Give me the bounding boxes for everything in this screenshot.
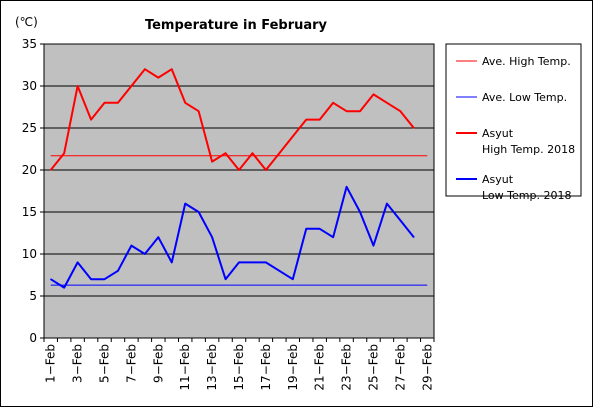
data-point	[238, 169, 240, 171]
x-tick-label: 9−Feb	[151, 344, 165, 383]
y-tick-label: 10	[22, 247, 37, 261]
data-point	[238, 261, 240, 263]
data-point	[319, 228, 321, 230]
legend-label: Asyut	[482, 127, 514, 140]
data-point	[50, 169, 52, 171]
data-point	[265, 169, 267, 171]
chart-title: Temperature in February	[145, 18, 328, 33]
data-point	[278, 152, 280, 154]
data-point	[345, 110, 348, 112]
data-point	[359, 211, 361, 213]
data-point	[144, 68, 146, 70]
y-tick-label: 25	[22, 121, 37, 135]
data-point	[292, 278, 294, 280]
data-point	[77, 261, 79, 263]
series-line-2	[49, 68, 415, 171]
data-point	[77, 85, 79, 87]
x-tick-label: 7−Feb	[124, 344, 138, 383]
data-point	[171, 261, 173, 263]
data-point	[265, 261, 267, 263]
y-tick-label: 5	[29, 289, 37, 303]
data-point	[130, 85, 133, 87]
y-tick-label: 0	[29, 331, 37, 345]
data-point	[117, 270, 119, 272]
x-tick-label: 19−Feb	[286, 344, 300, 391]
data-point	[224, 152, 227, 154]
data-point	[224, 278, 227, 280]
data-point	[413, 236, 415, 238]
y-tick-label: 35	[22, 37, 37, 51]
data-point	[90, 119, 92, 121]
legend-label: Ave. Low Temp.	[482, 91, 567, 104]
plot-area: 0 5 10 15 20 25 30 35 1−Feb 3−Feb 5−Feb 7−Feb 9−Feb 1…	[22, 37, 435, 391]
data-point	[372, 93, 375, 95]
data-point	[50, 278, 52, 280]
data-point	[103, 278, 106, 280]
data-point	[413, 127, 415, 129]
y-unit-label: (℃)	[15, 15, 38, 29]
data-point	[103, 102, 106, 104]
data-point	[90, 278, 92, 280]
x-tick-label: 11−Feb	[178, 344, 192, 391]
data-point	[198, 211, 200, 213]
legend: Ave. High Temp. Ave. Low Temp. Asyut High T…	[445, 43, 582, 202]
x-tick-label: 29−Feb	[420, 344, 434, 391]
x-tick-label: 21−Feb	[313, 344, 327, 391]
data-point	[144, 253, 146, 255]
x-tick-label: 1−Feb	[44, 344, 58, 383]
y-tick-label: 30	[22, 79, 37, 93]
plot-background	[43, 43, 435, 339]
data-point	[372, 245, 375, 247]
data-point	[63, 287, 65, 289]
data-point	[157, 236, 159, 238]
y-tick-label: 20	[22, 163, 37, 177]
data-point	[386, 102, 388, 104]
data-point	[117, 102, 119, 104]
x-tick-label: 23−Feb	[340, 344, 354, 391]
data-point	[211, 161, 213, 163]
x-tick-label: 17−Feb	[259, 344, 273, 391]
data-point	[399, 110, 401, 112]
legend-label: Low Temp. 2018	[482, 189, 571, 202]
legend-label: Asyut	[482, 173, 514, 186]
data-point	[332, 102, 334, 104]
data-point	[345, 186, 348, 188]
x-tick-label: 25−Feb	[366, 344, 380, 391]
series-line-3	[50, 185, 415, 289]
data-point	[171, 68, 173, 70]
x-tick-label: 13−Feb	[205, 344, 219, 391]
data-point	[198, 110, 200, 112]
legend-label: High Temp. 2018	[482, 143, 575, 156]
y-tick-label: 15	[22, 205, 37, 219]
data-point	[305, 228, 307, 230]
data-point	[359, 110, 361, 112]
data-point	[184, 102, 186, 104]
x-tick-label: 5−Feb	[98, 344, 112, 383]
data-point	[332, 236, 334, 238]
data-point	[399, 219, 401, 221]
data-point	[251, 261, 254, 263]
data-point	[278, 270, 280, 272]
data-point	[305, 119, 307, 121]
legend-box	[445, 43, 582, 197]
data-point	[319, 119, 321, 121]
data-point	[184, 203, 186, 205]
data-point	[63, 152, 65, 154]
legend-label: Ave. High Temp.	[482, 55, 571, 68]
data-point	[211, 236, 213, 238]
x-tick-label: 3−Feb	[71, 344, 85, 383]
data-point	[386, 203, 388, 205]
data-point	[157, 77, 159, 79]
x-tick-label: 27−Feb	[393, 344, 407, 391]
x-tick-label: 15−Feb	[232, 344, 246, 391]
data-point	[251, 152, 254, 154]
data-point	[130, 245, 133, 247]
data-point	[292, 135, 294, 137]
